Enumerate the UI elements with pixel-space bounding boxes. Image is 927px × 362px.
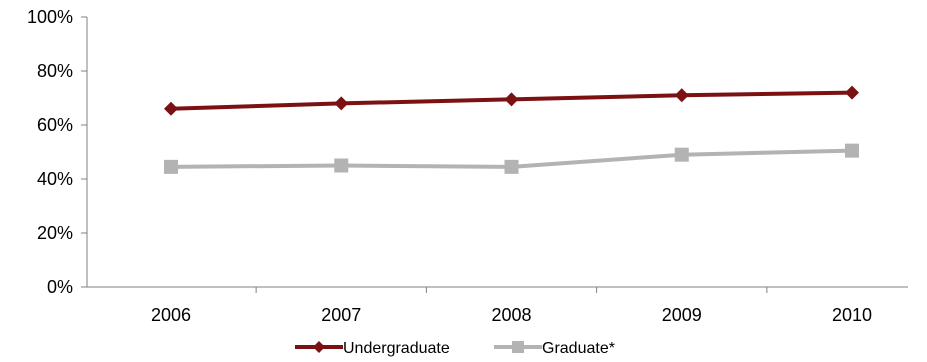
x-tick-label: 2010 [832,305,872,325]
data-point [674,88,689,103]
legend-label: Graduate* [542,340,615,357]
y-tick-label: 0% [47,277,73,297]
data-point [164,159,178,174]
data-point [845,85,859,100]
y-tick-label: 40% [37,169,73,189]
series-graduate- [164,143,859,174]
y-tick-label: 80% [37,61,73,81]
y-tick-label: 60% [37,115,73,135]
data-point [164,101,178,116]
x-tick-label: 2008 [491,305,531,325]
data-point [504,159,519,174]
series-undergraduate [164,85,859,116]
series-layer [164,85,859,174]
legend-marker [512,341,524,353]
x-tick-label: 2006 [151,305,191,325]
data-point [674,147,689,162]
data-point [334,158,349,173]
legend-marker [313,341,325,353]
y-tick-label: 20% [37,223,73,243]
x-tick-label: 2009 [662,305,702,325]
data-point [845,143,859,158]
legend-item: Undergraduate [295,340,450,357]
legend: Undergraduate Graduate* [295,340,615,357]
data-point [504,92,519,107]
legend-item: Graduate* [494,340,615,357]
axes-layer: 0% 20% 40% 60% 80% 100% 2006 2007 2008 2009 2010 [27,7,908,325]
x-tick-label: 2007 [321,305,361,325]
legend-label: Undergraduate [343,340,450,357]
y-tick-label: 100% [27,7,73,27]
data-point [334,96,349,111]
